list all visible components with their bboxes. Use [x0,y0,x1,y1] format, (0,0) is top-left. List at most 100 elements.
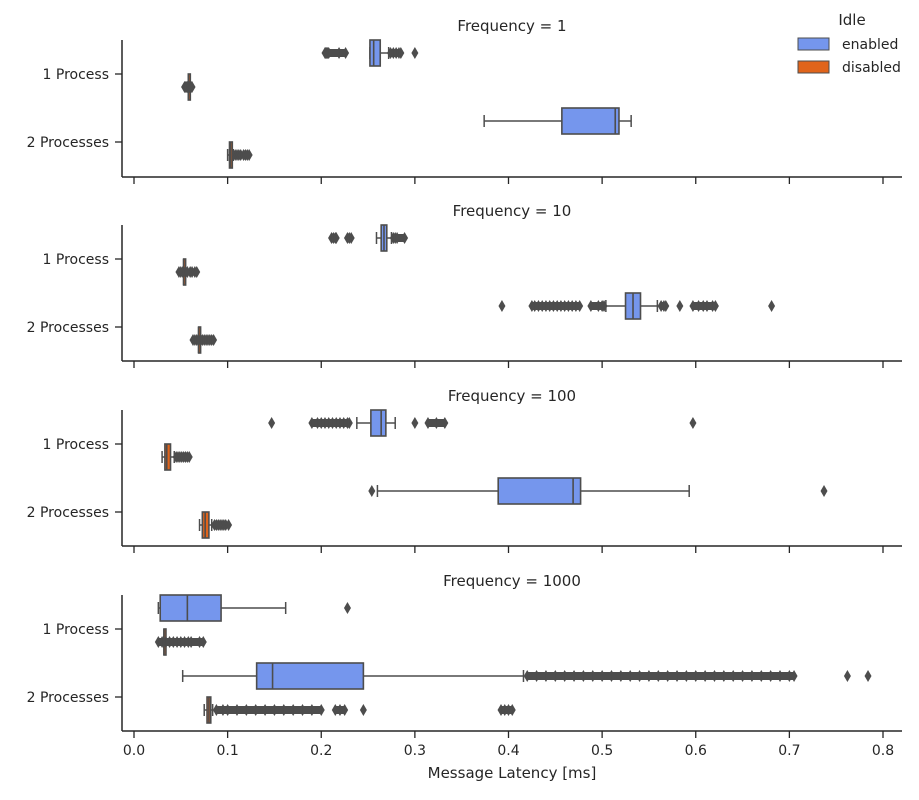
outlier-cluster [602,672,612,680]
box-enabled [268,409,697,437]
box-disabled [154,628,207,656]
x-tick-label: 0.2 [310,743,332,759]
outlier-cluster [560,302,565,310]
x-tick-label: 0.3 [404,743,426,759]
outlier-cluster [723,672,734,680]
outlier-cluster [733,672,743,680]
outlier-cluster [574,672,584,680]
outlier-cluster [661,302,664,310]
panel-title: Frequency = 1000 [443,572,581,590]
box-disabled [181,73,196,101]
outlier-cluster [283,706,294,714]
outlier-point [268,417,276,429]
outlier-cluster [336,419,340,427]
outlier-cluster [177,638,181,646]
outlier-cluster [211,336,214,344]
outlier-cluster [328,419,333,427]
box-disabled [175,258,201,286]
outlier-cluster [590,302,599,310]
outlier-cluster [545,672,556,680]
box-disabled [198,511,233,539]
outlier-cluster [504,706,509,714]
iqr-box [561,107,620,135]
outlier-cluster [325,49,327,57]
legend-label-disabled: disabled [842,60,901,76]
outlier-cluster [663,302,666,310]
outlier-cluster [555,672,565,680]
y-tick-label: 2 Processes [27,320,109,336]
box-disabled [226,141,253,169]
outlier-cluster [602,302,604,310]
outlier-cluster [553,302,558,310]
outlier-cluster [274,706,284,714]
iqr-box [164,443,172,471]
legend: Idle enabled disabled [797,11,901,76]
iqr-box [159,594,222,622]
outlier-cluster [538,302,543,310]
outlier-point [188,81,196,93]
outlier-cluster [677,672,687,680]
outlier-cluster [324,49,326,57]
panel-2: Frequency = 10 1 Process 2 Processes [27,202,902,368]
y-tick-label: 1 Process [43,437,109,453]
outlier-cluster [692,302,699,310]
outlier-cluster [207,336,210,344]
outlier-cluster [527,672,537,680]
outlier-cluster [789,672,795,680]
y-tick-label: 2 Processes [27,135,109,151]
outlier-cluster [335,706,340,714]
x-tick-label: 0.8 [872,743,894,759]
legend-label-enabled: enabled [842,37,898,53]
outlier-cluster [501,706,505,714]
outlier-cluster [196,336,201,344]
outlier-point [498,300,506,312]
x-axis-label: Message Latency [ms] [428,764,597,782]
outlier-cluster [339,49,346,57]
panel-title: Frequency = 1 [457,17,566,35]
x-tick-label: 0.6 [685,743,707,759]
box-disabled [189,326,218,354]
outlier-cluster [397,234,405,242]
outlier-cluster [209,336,212,344]
outlier-cluster [436,419,445,427]
outlier-cluster [222,706,228,714]
outlier-cluster [165,638,170,646]
x-tick-label: 0.4 [497,743,519,759]
outlier-cluster [770,672,781,680]
iqr-box [369,39,382,67]
outlier-point [343,602,351,614]
outlier-cluster [328,49,340,57]
outlier-cluster [572,302,576,310]
iqr-box [497,477,582,505]
iqr-box [370,409,387,437]
outlier-cluster [695,672,706,680]
outlier-cluster [236,706,247,714]
outlier-cluster [393,49,397,57]
outlier-cluster [162,638,166,646]
box-enabled [328,224,409,252]
outlier-cluster [347,419,350,427]
outlier-cluster [536,672,546,680]
legend-swatch-disabled [797,60,830,74]
outlier-point [768,300,776,312]
outlier-cluster [568,302,573,310]
outlier-cluster [216,706,223,714]
outlier-cluster [780,672,790,680]
outlier-point [864,670,872,682]
y-tick-label: 1 Process [43,252,109,268]
x-tick-label: 0.1 [216,743,238,759]
outlier-cluster [575,302,580,310]
outlier-cluster [712,302,716,310]
outlier-point [820,485,828,497]
outlier-cluster [648,672,659,680]
legend-title: Idle [838,11,865,29]
outlier-cluster [564,302,569,310]
outlier-cluster [180,638,185,646]
box-enabled [483,107,632,135]
outlier-cluster [265,706,275,714]
outlier-cluster [191,638,200,646]
box-enabled [157,594,351,622]
outlier-cluster [339,706,345,714]
outlier-cluster [173,638,178,646]
